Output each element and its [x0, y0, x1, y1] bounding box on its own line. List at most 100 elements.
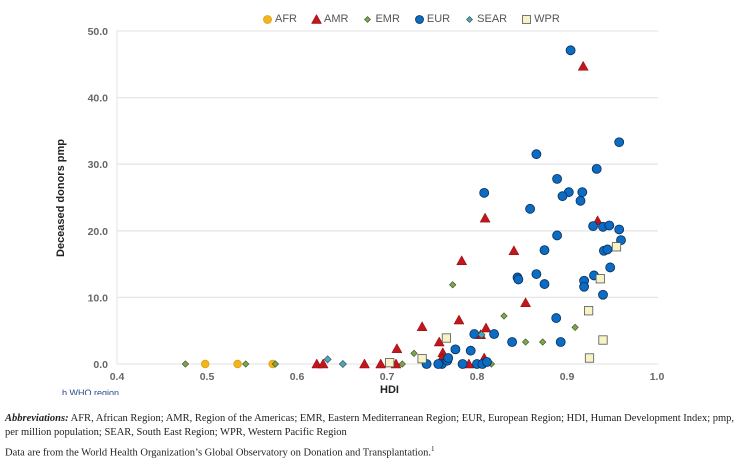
data-point-emr	[398, 360, 406, 368]
x-tick-label: 0.9	[560, 371, 575, 383]
x-axis-label: HDI	[380, 384, 399, 396]
x-tick-label: 1.0	[650, 371, 665, 383]
y-tick-label: 20.0	[88, 226, 109, 238]
data-point-emr	[181, 360, 190, 368]
legend-label: SEAR	[477, 13, 508, 25]
legend-marker	[263, 14, 272, 24]
data-point-eur	[605, 262, 616, 273]
data-point-eur	[507, 337, 517, 347]
y-axis-label: Deceased donors pmp	[55, 139, 67, 257]
legend-marker-diamond-icon	[466, 15, 474, 23]
legend-marker-circle-icon	[415, 14, 424, 24]
data-point-amr	[520, 297, 532, 307]
data-point-eur	[588, 221, 598, 232]
series-emr	[181, 281, 579, 368]
legend-marker-triangle-icon	[311, 13, 322, 24]
abbreviations-title: Abbreviations:	[5, 413, 69, 424]
data-point-eur	[591, 163, 602, 174]
data-point-sear	[323, 355, 332, 364]
data-point-eur	[479, 187, 490, 198]
abbreviations: Abbreviations: AFR, African Region; AMR,…	[5, 412, 745, 439]
data-point-eur	[557, 191, 568, 202]
scatter-chart: 0.010.020.030.040.050.0 0.4 0.5 0.6 0.7 0.8 0…	[88, 26, 665, 383]
data-point-eur	[481, 357, 492, 367]
series-eur	[421, 45, 626, 369]
data-point-eur	[577, 187, 588, 198]
data-point-amr	[508, 245, 520, 256]
legend-label: WPR	[534, 13, 560, 25]
legend-item-eur: EUR	[414, 13, 450, 25]
legend-marker-circle-icon	[263, 14, 272, 24]
data-point-wpr	[441, 333, 452, 343]
data-point-amr	[391, 343, 403, 353]
data-point-sear	[477, 330, 486, 339]
abbreviations-text: AFR, African Region; AMR, Region of the …	[5, 413, 735, 438]
data-point-eur	[489, 329, 500, 339]
data-point-wpr	[417, 354, 427, 364]
data-point-eur	[450, 344, 461, 355]
data-point-emr	[449, 281, 457, 289]
x-tick-labels: 0.4 0.5 0.6 0.7 0.8 0.9 1.0	[110, 371, 665, 383]
data-point-eur	[539, 279, 550, 289]
data-point-afr	[200, 359, 210, 369]
data-point-sear	[338, 359, 347, 369]
data-point-wpr	[385, 358, 395, 368]
data-point-wpr	[595, 274, 605, 284]
x-tick-label: 0.6	[290, 371, 305, 383]
data-point-eur	[552, 173, 562, 184]
data-point-amr	[453, 314, 465, 325]
data-point-wpr	[584, 353, 595, 363]
y-tick-label: 0.0	[93, 359, 108, 371]
data-point-eur	[465, 345, 476, 356]
legend-item-emr: EMR	[362, 13, 400, 25]
data-point-eur	[513, 274, 524, 285]
data-point-eur	[604, 220, 615, 231]
x-tick-label: 0.5	[200, 371, 215, 383]
data-point-amr	[359, 358, 370, 369]
data-point-emr	[521, 338, 530, 346]
legend-marker-square-icon	[522, 14, 532, 24]
data-point-emr	[571, 323, 579, 331]
data-point-wpr	[584, 306, 594, 316]
legend-item-amr: AMR	[311, 13, 348, 25]
data-point-amr	[480, 322, 492, 333]
data-point-eur	[555, 337, 566, 347]
y-tick-label: 40.0	[88, 93, 109, 105]
data-point-eur	[575, 195, 586, 206]
data-point-amr	[317, 358, 329, 369]
legend-item-sear: SEAR	[464, 13, 507, 25]
legend-label: EMR	[375, 13, 400, 25]
data-point-emr	[500, 312, 508, 320]
data-point-eur	[433, 359, 444, 369]
data-point-wpr	[611, 242, 622, 252]
data-point-eur	[598, 289, 608, 300]
legend-marker	[466, 15, 474, 23]
data-point-amr	[416, 321, 428, 331]
data-point-eur	[552, 230, 562, 241]
y-tick-label: 50.0	[88, 26, 109, 38]
legend-marker-diamond-icon	[364, 15, 372, 23]
legend-marker	[522, 14, 532, 24]
data-point-eur	[531, 269, 542, 279]
data-point-eur	[614, 224, 625, 235]
clipped-label: b WHO region	[62, 388, 120, 395]
legend-label: AFR	[275, 13, 297, 25]
legend-label: EUR	[426, 13, 451, 25]
figure-caption: Abbreviations: AFR, African Region; AMR,…	[5, 412, 745, 460]
x-tick-label: 0.4	[110, 371, 125, 383]
legend: AFR AMR EMR EUR SEAR WPR	[262, 12, 560, 26]
data-point-eur	[614, 137, 625, 148]
data-point-afr	[233, 359, 242, 369]
series-wpr	[385, 242, 622, 368]
data-point-eur	[457, 359, 468, 369]
data-point-emr	[271, 360, 280, 368]
data-point-eur	[443, 353, 454, 363]
legend-marker	[364, 15, 372, 23]
data-point-amr	[456, 255, 468, 266]
legend-label: AMR	[324, 13, 349, 25]
x-tick-label: 0.7	[380, 371, 395, 383]
data-point-eur	[565, 45, 576, 56]
y-tick-labels: 0.0 10.0 20.0 30.0 40.0 50.0	[88, 26, 109, 371]
data-points	[181, 45, 626, 369]
y-tick-label: 10.0	[88, 292, 109, 304]
